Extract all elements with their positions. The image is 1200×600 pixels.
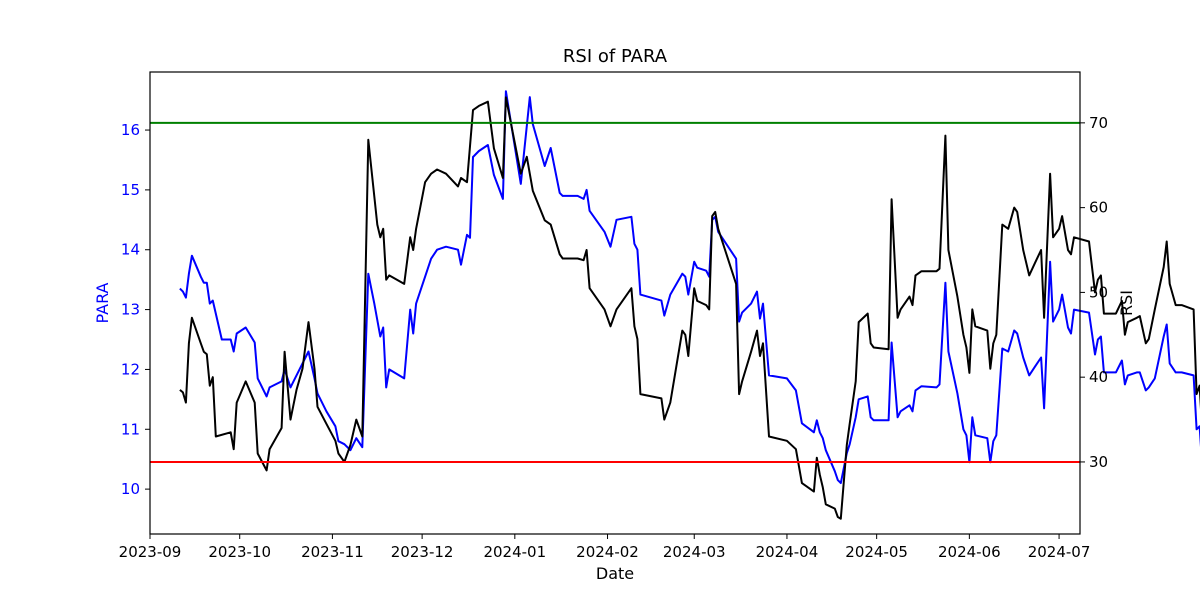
x-tick-label: 2024-02	[576, 543, 639, 561]
x-tick-label: 2024-01	[483, 543, 546, 561]
x-tick-label: 2023-12	[391, 543, 454, 561]
y-right-tick-label: 70	[1089, 114, 1108, 132]
y-right-tick-label: 60	[1089, 199, 1108, 217]
x-tick-label: 2024-03	[663, 543, 726, 561]
y-left-tick-label: 10	[121, 480, 140, 498]
axis-ticks: 2023-09 2023-10 2023-11 2023-12 2024-01 2024-…	[119, 114, 1108, 561]
x-tick-label: 2024-04	[756, 543, 819, 561]
x-axis-label: Date	[596, 564, 634, 583]
x-tick-label: 2024-06	[938, 543, 1001, 561]
y-left-tick-label: 16	[121, 121, 140, 139]
x-tick-label: 2024-05	[845, 543, 908, 561]
chart-title: RSI of PARA	[563, 46, 668, 67]
x-tick-label: 2023-10	[208, 543, 271, 561]
y-axis-label-left: PARA	[93, 282, 112, 323]
y-axis-label-right: RSI	[1117, 290, 1136, 316]
x-tick-label: 2023-11	[301, 543, 364, 561]
x-tick-label: 2024-07	[1028, 543, 1091, 561]
y-left-tick-label: 11	[121, 420, 140, 438]
y-right-tick-label: 50	[1089, 283, 1108, 301]
plot-frame	[149, 71, 1081, 535]
x-tick-label: 2023-09	[119, 543, 182, 561]
para-price-line	[179, 90, 1200, 485]
plot-area	[150, 90, 1200, 520]
y-left-tick-label: 14	[121, 241, 140, 259]
y-left-tick-label: 15	[121, 181, 140, 199]
y-right-tick-label: 40	[1089, 368, 1108, 386]
rsi-line	[179, 96, 1200, 520]
y-right-tick-label: 30	[1089, 453, 1108, 471]
y-left-tick-label: 12	[121, 360, 140, 378]
y-left-tick-label: 13	[121, 301, 140, 319]
